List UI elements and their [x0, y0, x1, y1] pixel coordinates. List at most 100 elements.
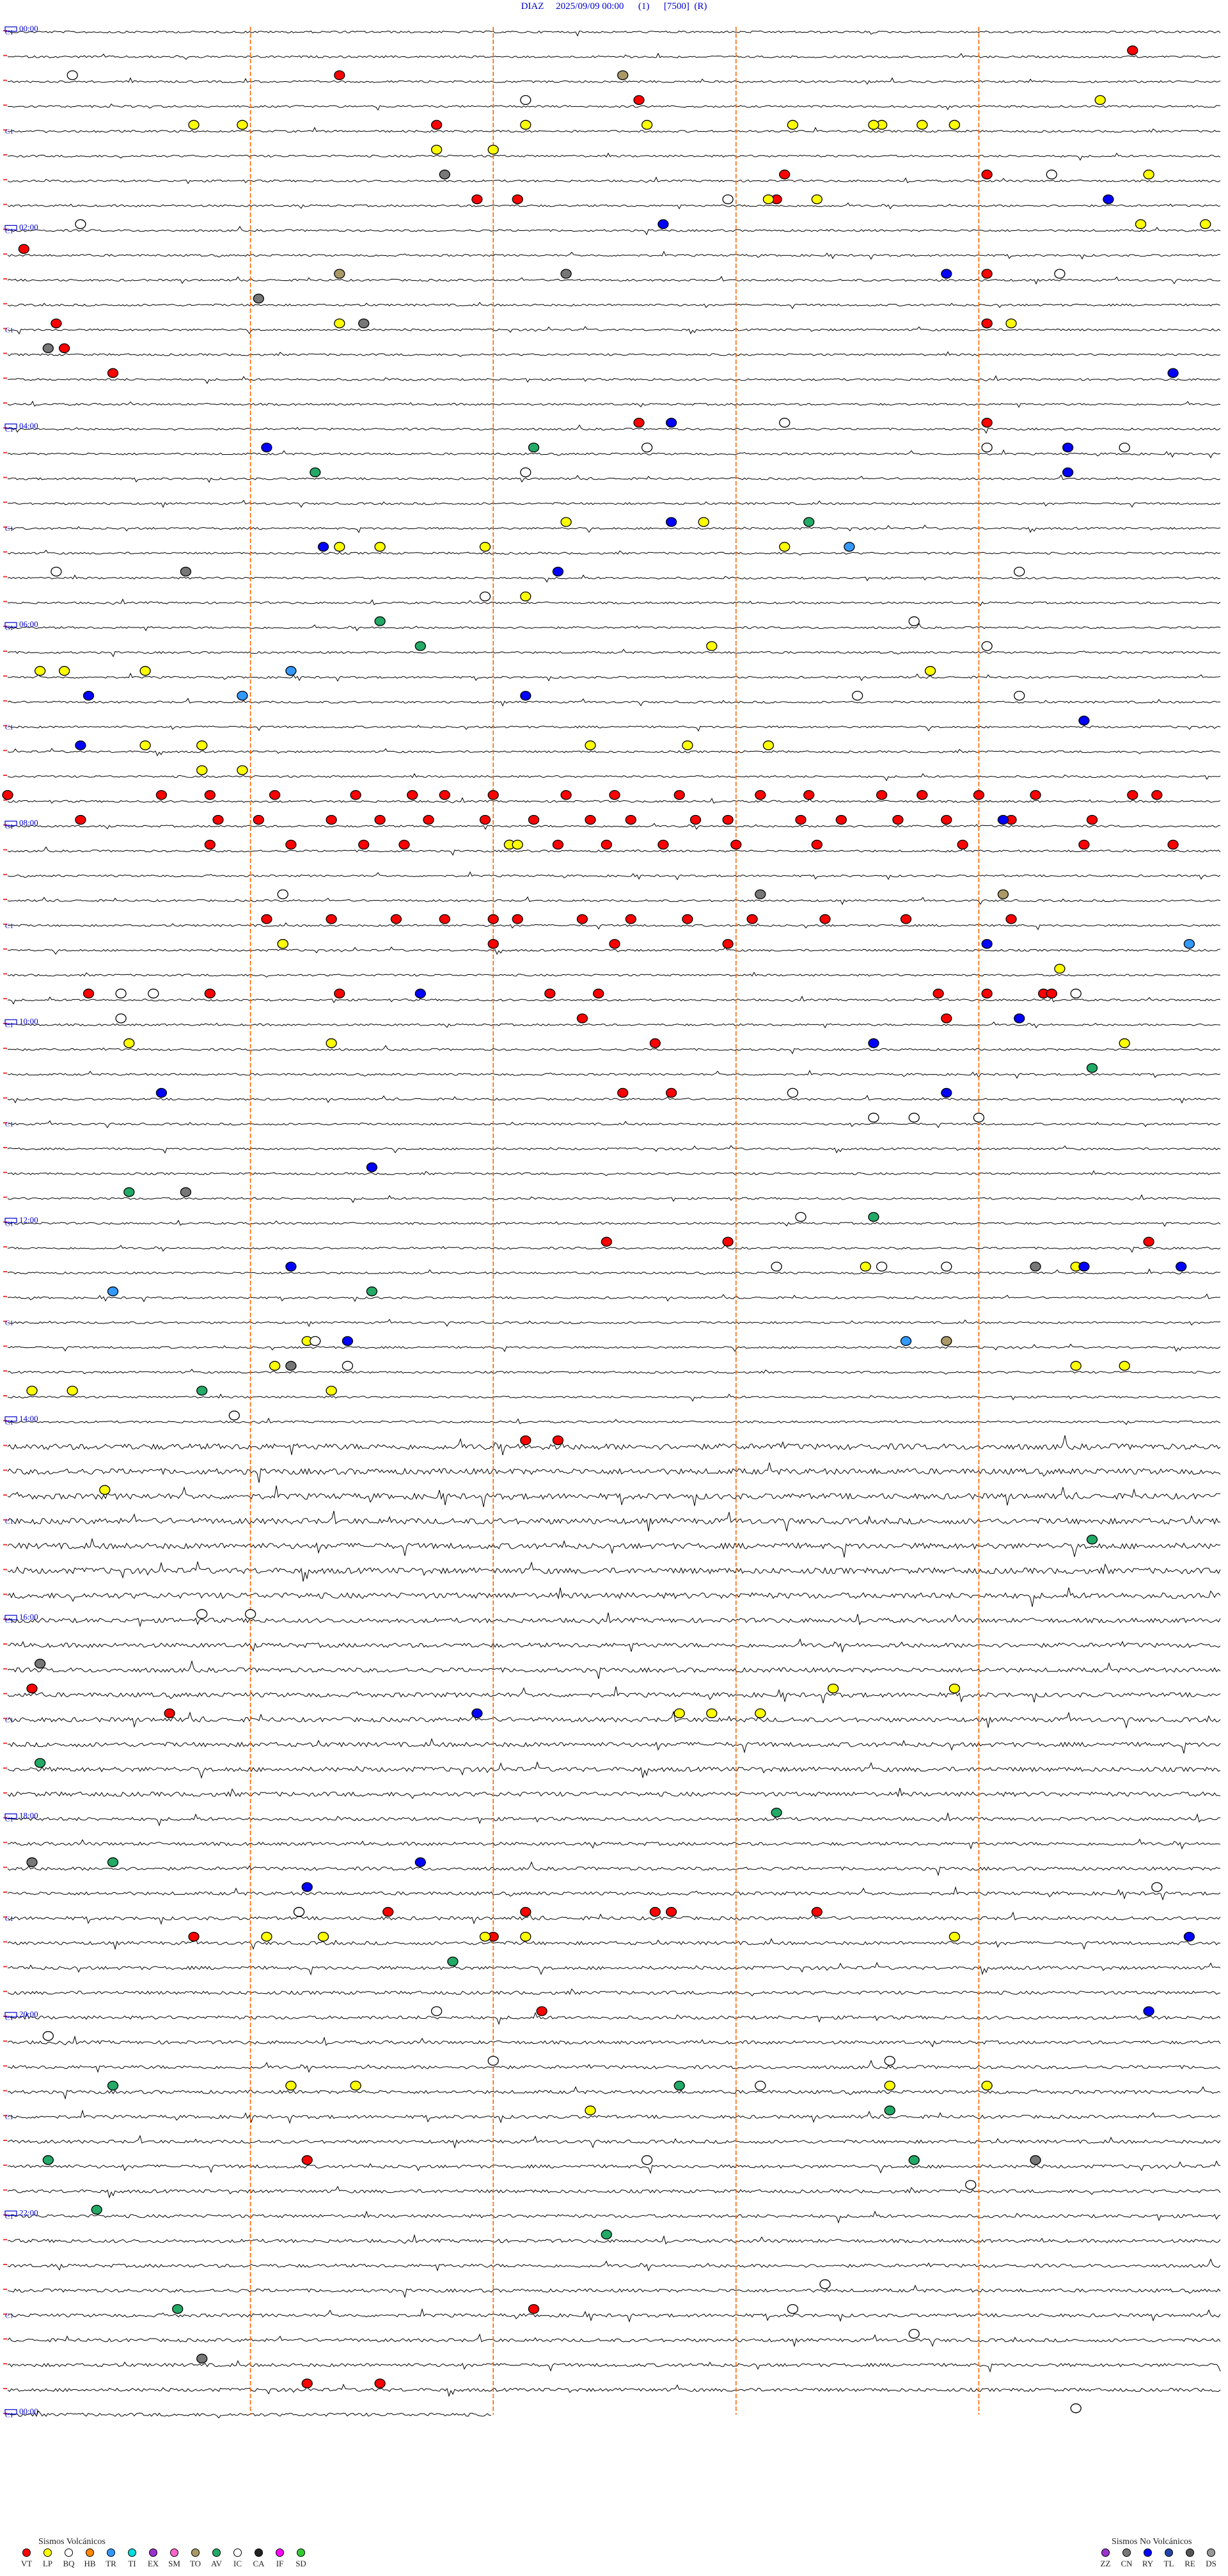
event-marker-bq — [277, 889, 288, 899]
trace-line — [7, 1961, 1221, 1976]
event-marker-to — [617, 70, 629, 81]
event-marker-vt — [439, 790, 450, 800]
event-marker-tr — [285, 666, 297, 676]
event-marker-lp — [58, 666, 70, 676]
event-marker-ry — [414, 988, 426, 999]
event-marker-vt — [1143, 1237, 1154, 1247]
legend-label: EX — [147, 2559, 159, 2568]
event-marker-vt — [26, 1683, 38, 1694]
event-marker-vt — [1005, 914, 1017, 924]
time-label-box — [4, 1217, 17, 1224]
event-marker-lp — [334, 318, 345, 329]
trace-line — [7, 351, 1221, 358]
hour-tick-label: C1 — [5, 723, 13, 731]
trace-line — [7, 549, 1221, 556]
trace-line — [7, 697, 1221, 707]
event-marker-vt — [746, 914, 758, 924]
legend-label: CN — [1121, 2559, 1133, 2568]
event-marker-lp — [350, 2080, 361, 2091]
event-marker-ry — [414, 1857, 426, 1867]
hour-tick-label: C1 — [5, 1617, 13, 1625]
trace-line — [7, 1660, 1221, 1679]
event-marker-bq — [1070, 2403, 1082, 2414]
time-label-box — [4, 1416, 17, 1422]
trace-line — [7, 1070, 1221, 1079]
event-marker-bq — [1014, 566, 1025, 577]
station-code: DIAZ — [521, 1, 544, 12]
trace-line — [7, 1612, 1221, 1628]
event-marker-lp — [682, 740, 693, 750]
event-marker-lp — [673, 1708, 685, 1719]
event-marker-bq — [310, 1336, 321, 1347]
event-marker-vt — [301, 2155, 313, 2165]
event-marker-lp — [949, 1683, 961, 1694]
event-marker-ry — [868, 1038, 879, 1048]
event-marker-vt — [981, 318, 993, 329]
legend-item-sd: SD — [290, 2548, 311, 2569]
event-marker-ry — [301, 1882, 313, 1892]
event-marker-ic — [1030, 1261, 1041, 1272]
event-marker-ic — [1030, 2155, 1041, 2165]
event-marker-lp — [884, 2080, 895, 2091]
trace-line — [7, 250, 1220, 260]
event-marker-vt — [973, 790, 985, 800]
hour-tick-label: C1 — [5, 1022, 13, 1029]
event-marker-bq — [520, 467, 531, 478]
event-marker-bq — [787, 2303, 799, 2314]
event-marker-vt — [285, 839, 297, 850]
event-marker-vt — [1078, 839, 1090, 850]
trace-line — [7, 1988, 1221, 1996]
legend-label: LP — [42, 2559, 53, 2568]
event-marker-vt — [107, 368, 119, 378]
time-label-box — [4, 2409, 17, 2415]
event-marker-tr — [844, 542, 855, 552]
time-label: 08:00 — [19, 818, 38, 828]
trace-line — [7, 1838, 1221, 1850]
event-marker-bq — [965, 2179, 977, 2190]
trace-line — [7, 2012, 1221, 2025]
event-marker-vt — [900, 914, 912, 924]
legend-item-zz: ZZ — [1095, 2548, 1116, 2569]
event-marker-vt — [755, 790, 766, 800]
hour-tick-label: C1 — [5, 426, 13, 434]
event-marker-vt — [981, 988, 993, 999]
event-marker-ry — [155, 1087, 168, 1098]
legend-swatch — [1122, 2548, 1131, 2557]
event-marker-av — [107, 1857, 119, 1867]
event-marker-av — [196, 1386, 208, 1396]
event-marker-lp — [755, 1708, 766, 1719]
event-marker-lp — [1119, 1361, 1130, 1371]
hour-tick-label: C1 — [5, 823, 13, 831]
trace-line — [7, 1638, 1221, 1654]
event-marker-vt — [407, 790, 418, 800]
event-marker-ry — [520, 690, 531, 701]
event-marker-ry — [1062, 467, 1074, 478]
event-marker-av — [601, 2229, 612, 2240]
trace-line — [7, 1145, 1221, 1154]
event-marker-vt — [665, 1087, 677, 1098]
trace-line — [7, 2059, 1221, 2073]
event-marker-lp — [269, 1361, 281, 1371]
event-marker-bq — [981, 641, 993, 651]
hour-tick-label: C1 — [5, 327, 13, 335]
event-marker-lp — [237, 120, 248, 130]
legend-item-ry: RY — [1137, 2548, 1158, 2569]
event-marker-bq — [293, 1907, 305, 1917]
event-marker-vt — [625, 814, 636, 825]
event-marker-ry — [1062, 442, 1074, 453]
trace-line — [7, 1711, 1221, 1729]
event-marker-lp — [99, 1485, 111, 1495]
event-marker-lp — [560, 517, 572, 527]
legend-label: HB — [84, 2559, 96, 2568]
event-marker-vt — [374, 814, 386, 825]
event-marker-ry — [981, 938, 993, 949]
event-marker-lp — [779, 542, 791, 552]
event-marker-vt — [155, 790, 168, 800]
event-marker-vt — [1167, 839, 1179, 850]
event-marker-bq — [908, 1112, 920, 1123]
event-marker-lp — [326, 1386, 337, 1396]
trace-line — [7, 1861, 1221, 1877]
event-marker-vt — [609, 938, 620, 949]
trace-line — [7, 2360, 1221, 2373]
event-marker-bq — [148, 988, 159, 999]
